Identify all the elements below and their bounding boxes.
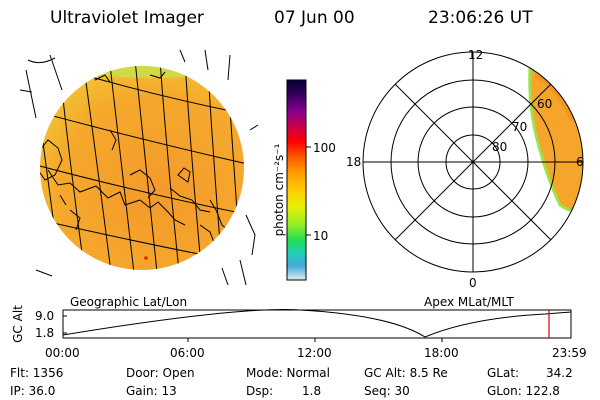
- colorbar-tick-100: 100: [313, 141, 336, 155]
- mlat-label-70: 70: [512, 120, 528, 134]
- colorbar: [286, 79, 311, 281]
- image-time: 23:06:26 UT: [428, 8, 533, 28]
- info-gc-alt: GC Alt: 8.5 Re: [364, 366, 448, 380]
- info-glat: GLat:: [487, 366, 520, 380]
- altitude-xtick-4: 23:59: [552, 346, 587, 360]
- altitude-ytick-top: 9.0: [35, 309, 55, 323]
- info-flt: Flt: 1356: [10, 366, 64, 380]
- altitude-curve: [62, 309, 572, 338]
- instrument-title: Ultraviolet Imager: [50, 8, 204, 28]
- mlt-label-18: 18: [346, 155, 362, 169]
- altitude-xtick-1: 06:00: [170, 346, 205, 360]
- info-dsp-value: 1.8: [302, 384, 322, 398]
- mlat-label-80: 80: [492, 140, 508, 154]
- polar-plot: [362, 51, 584, 273]
- altitude-xtick-2: 12:00: [297, 346, 332, 360]
- aurora-oval: [528, 65, 583, 214]
- mlt-label-6: 6: [576, 155, 584, 169]
- mlat-label-60: 60: [537, 97, 553, 111]
- info-glon: GLon: 122.8: [487, 384, 560, 398]
- colorbar-tick-10: 10: [313, 229, 329, 243]
- info-gain: Gain: 13: [126, 384, 177, 398]
- altitude-plot: [62, 309, 572, 342]
- apex-caption: Apex MLat/MLT: [424, 295, 514, 309]
- mlt-label-0: 0: [469, 276, 477, 290]
- altitude-ytick-bottom: 1.8: [35, 326, 55, 340]
- altitude-xtick-0: 00:00: [45, 346, 80, 360]
- altitude-xtick-3: 18:00: [424, 346, 459, 360]
- info-glat-value: 34.2: [546, 366, 573, 380]
- info-dsp: Dsp:: [246, 384, 274, 398]
- info-door: Door: Open: [126, 366, 195, 380]
- outer-grid: [19, 49, 259, 286]
- info-seq: Seq: 30: [364, 384, 410, 398]
- info-ip: IP: 36.0: [10, 384, 56, 398]
- info-mode: Mode: Normal: [246, 366, 330, 380]
- colorbar-label: photon cm⁻²s⁻¹: [272, 143, 286, 237]
- geographic-caption: Geographic Lat/Lon: [70, 295, 188, 309]
- altitude-ylabel: GC Alt: [11, 305, 25, 343]
- geographic-map: [19, 49, 259, 286]
- mlt-label-12: 12: [468, 48, 484, 62]
- image-date: 07 Jun 00: [274, 8, 355, 28]
